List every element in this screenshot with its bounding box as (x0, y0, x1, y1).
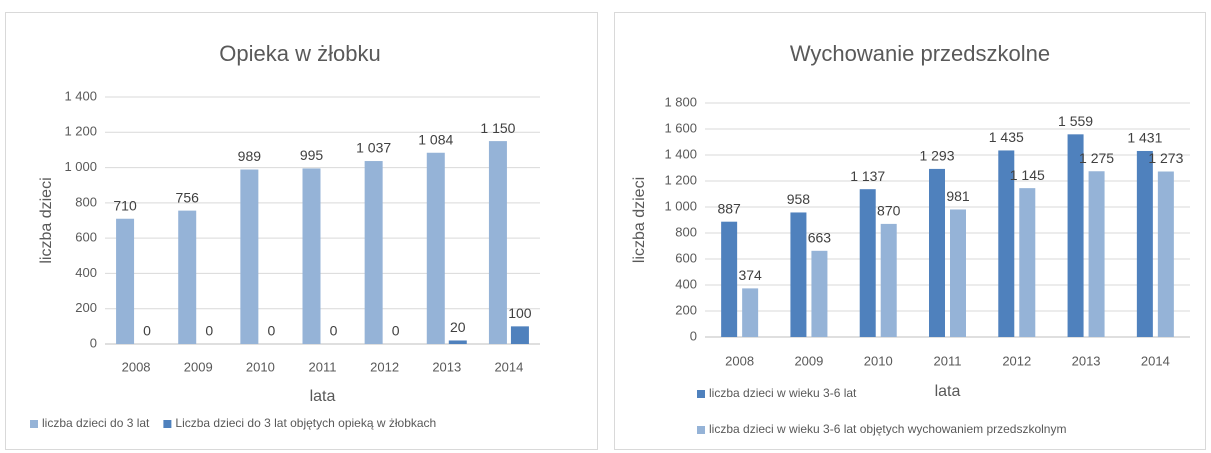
bar (1019, 188, 1036, 337)
bar (1067, 134, 1084, 337)
bar (116, 218, 135, 344)
data-label: 0 (330, 323, 338, 339)
chart-title: Wychowanie przedszkolne (790, 41, 1050, 66)
y-tick-label: 1 200 (64, 124, 97, 139)
x-tick-label: 2009 (184, 359, 213, 374)
bar (178, 210, 197, 344)
data-label: 100 (508, 305, 532, 321)
data-label: 0 (267, 323, 275, 339)
data-label: 887 (717, 200, 741, 216)
data-label: 710 (113, 197, 137, 213)
legend-swatch (30, 420, 38, 428)
x-tick-label: 2008 (122, 359, 151, 374)
y-axis-title: liczba dzieci (631, 177, 648, 263)
y-tick-label: 1 200 (664, 172, 697, 187)
bar (859, 189, 876, 337)
data-label: 756 (176, 189, 200, 205)
y-tick-label: 0 (690, 328, 697, 343)
data-label: 663 (808, 230, 832, 246)
x-tick-label: 2010 (864, 353, 893, 368)
bar (488, 141, 507, 344)
data-label: 1 150 (480, 120, 515, 136)
data-label: 0 (392, 323, 400, 339)
x-tick-label: 2013 (1072, 353, 1101, 368)
y-tick-label: 1 400 (664, 146, 697, 161)
bar (929, 168, 945, 337)
x-axis-title: lata (935, 383, 961, 400)
y-tick-label: 1 800 (664, 94, 697, 109)
bar (448, 340, 467, 344)
data-label: 0 (205, 323, 213, 339)
bar (880, 223, 897, 337)
data-label: 981 (946, 188, 970, 204)
bar (998, 150, 1015, 337)
x-tick-label: 2012 (370, 359, 399, 374)
data-label: 1 084 (418, 131, 453, 147)
data-label: 870 (877, 203, 901, 219)
y-tick-label: 800 (75, 194, 97, 209)
x-tick-label: 2011 (309, 359, 337, 374)
legend-label: liczba dzieci w wieku 3-6 lat objętych w… (709, 422, 1066, 436)
data-label: 989 (238, 148, 262, 164)
y-tick-label: 800 (675, 224, 697, 239)
bar (790, 212, 807, 337)
data-label: 1 145 (1010, 167, 1045, 183)
data-label: 0 (143, 323, 151, 339)
bar (510, 326, 529, 344)
chart-title: Opieka w żłobku (219, 41, 380, 66)
y-tick-label: 400 (675, 276, 697, 291)
bar (426, 152, 445, 344)
bar (950, 209, 966, 337)
y-tick-label: 1 000 (64, 159, 97, 174)
legend-label: liczba dzieci w wieku 3-6 lat (709, 386, 857, 400)
y-tick-label: 200 (75, 300, 97, 315)
y-tick-label: 400 (75, 265, 97, 280)
data-label: 1 431 (1127, 130, 1162, 146)
legend-label: Liczba dzieci do 3 lat objętych opieką w… (175, 416, 436, 430)
x-tick-label: 2014 (1141, 353, 1170, 368)
data-label: 1 275 (1079, 150, 1114, 166)
bar (721, 221, 738, 337)
x-tick-label: 2008 (725, 353, 754, 368)
data-label: 1 137 (850, 168, 885, 184)
legend-swatch (697, 390, 705, 398)
legend-swatch (697, 426, 705, 434)
y-tick-label: 1 600 (664, 120, 697, 135)
y-tick-label: 1 400 (64, 88, 97, 103)
data-label: 1 037 (356, 140, 391, 156)
data-label: 374 (738, 267, 762, 283)
bar (364, 161, 383, 344)
bar (1157, 171, 1174, 337)
data-label: 958 (787, 191, 811, 207)
x-axis-title: lata (310, 388, 336, 405)
bar (1136, 150, 1153, 337)
data-label: 1 559 (1058, 113, 1093, 129)
data-label: 1 435 (989, 129, 1024, 145)
y-axis-title: liczba dzieci (38, 177, 55, 263)
legend-label: liczba dzieci do 3 lat (42, 416, 150, 430)
bar (811, 250, 828, 337)
panel (614, 12, 1206, 450)
bar (742, 288, 759, 337)
x-tick-label: 2010 (246, 359, 275, 374)
y-tick-label: 600 (75, 230, 97, 245)
data-label: 1 293 (919, 148, 954, 164)
y-tick-label: 200 (675, 302, 697, 317)
x-tick-label: 2014 (494, 359, 523, 374)
x-tick-label: 2009 (794, 353, 823, 368)
data-label: 995 (300, 147, 324, 163)
legend-swatch (163, 420, 172, 428)
data-label: 20 (450, 319, 466, 335)
x-tick-label: 2012 (1002, 353, 1031, 368)
bar (240, 169, 259, 344)
y-tick-label: 600 (675, 250, 697, 265)
bar (1088, 171, 1105, 337)
x-tick-label: 2013 (432, 359, 461, 374)
bar (302, 168, 321, 344)
y-tick-label: 0 (90, 335, 97, 350)
data-label: 1 273 (1148, 150, 1183, 166)
x-tick-label: 2011 (934, 353, 962, 368)
y-tick-label: 1 000 (664, 198, 697, 213)
